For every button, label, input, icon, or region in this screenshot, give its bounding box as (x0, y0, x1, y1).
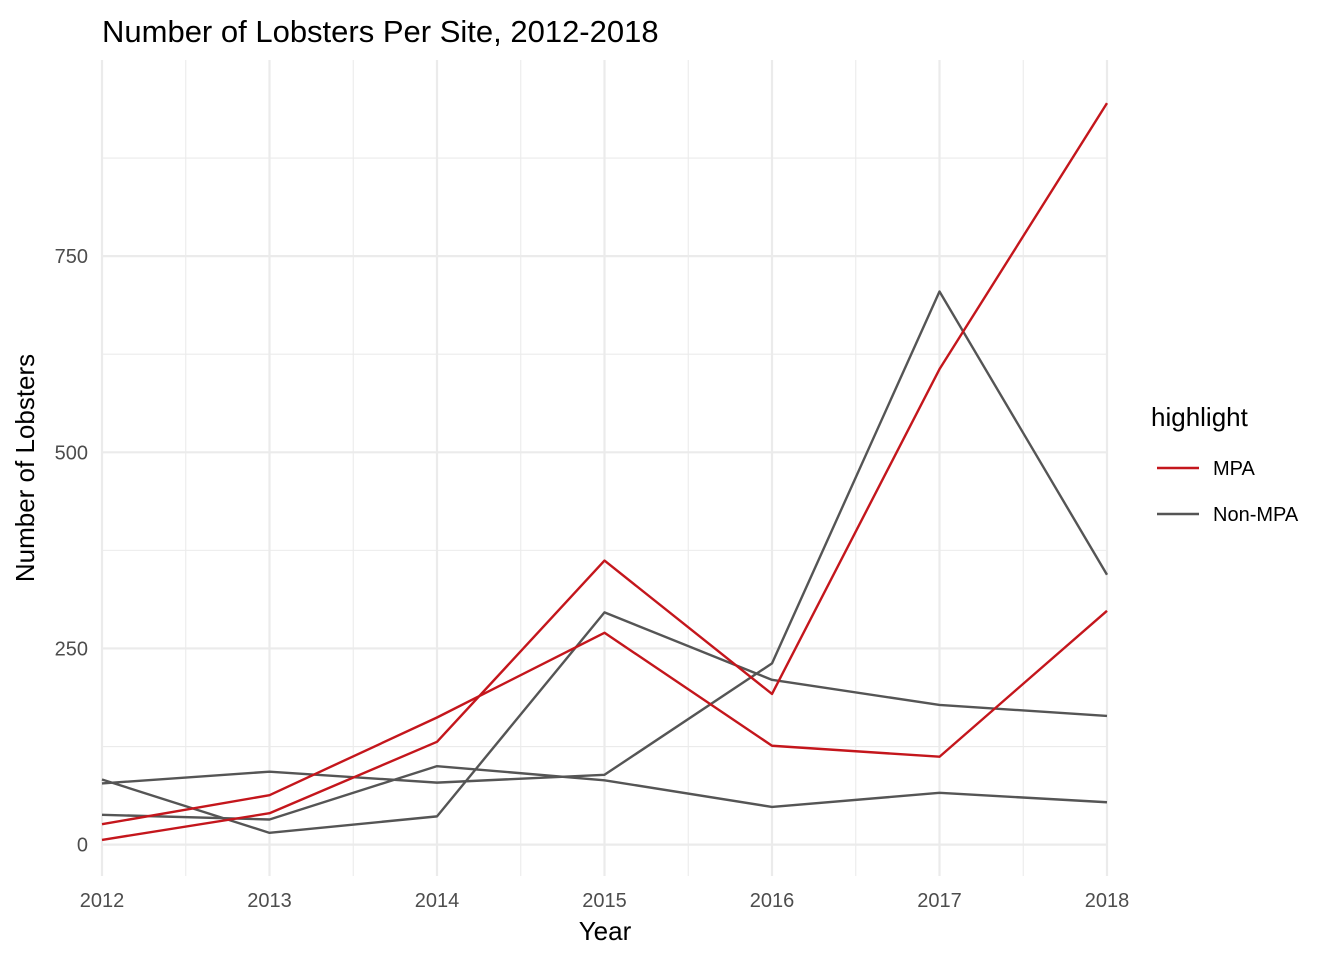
x-tick-label: 2013 (247, 890, 292, 912)
chart-title: Number of Lobsters Per Site, 2012-2018 (102, 14, 659, 49)
x-tick-label: 2017 (917, 890, 962, 912)
series-lines (101, 102, 1109, 842)
legend-entries: MPA Non-MPA (1157, 458, 1299, 526)
series-line-non-mpa-2 (101, 764, 1108, 821)
x-axis-ticks: 2012 2013 2014 2015 2016 2017 2018 (80, 890, 1130, 912)
series-line-mpa-4 (101, 102, 1109, 842)
legend-label-non-mpa: Non-MPA (1213, 504, 1299, 526)
x-tick-label: 2015 (582, 890, 627, 912)
major-gridlines (100, 60, 1109, 876)
x-tick-label: 2016 (750, 890, 795, 912)
legend-title: highlight (1151, 402, 1249, 432)
y-tick-label: 500 (55, 442, 88, 464)
y-axis-ticks: 0 250 500 750 (55, 246, 88, 856)
legend: highlight MPA Non-MPA (1151, 402, 1299, 526)
y-tick-label: 750 (55, 246, 88, 268)
series-line-non-mpa-3 (101, 290, 1109, 785)
x-axis-title: Year (579, 916, 632, 946)
series-line-non-mpa-1 (101, 611, 1108, 835)
x-tick-label: 2014 (415, 890, 460, 912)
series-line-mpa-5 (101, 609, 1108, 826)
x-tick-label: 2018 (1085, 890, 1130, 912)
y-tick-label: 0 (77, 835, 88, 857)
y-axis-title: Number of Lobsters (10, 354, 40, 582)
legend-label-mpa: MPA (1213, 458, 1256, 480)
x-tick-label: 2012 (80, 890, 125, 912)
y-tick-label: 250 (55, 638, 88, 660)
